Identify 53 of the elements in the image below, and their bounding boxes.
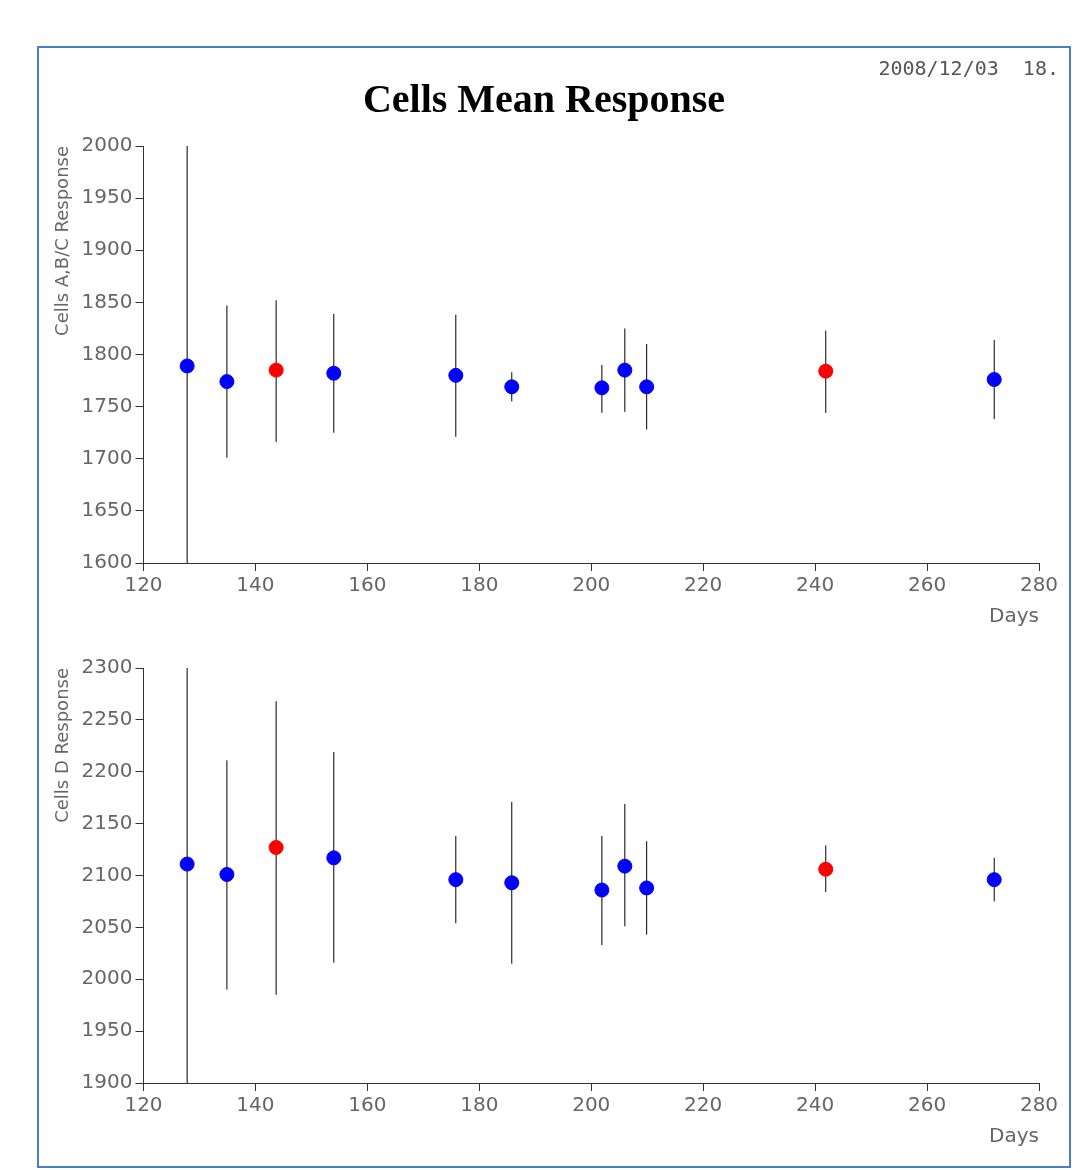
y-tick-label: 1950	[81, 1017, 133, 1042]
point	[219, 866, 235, 882]
point	[594, 882, 610, 898]
point	[818, 861, 834, 877]
y-tick-label: 1800	[81, 340, 133, 365]
y-tick-label: 1900	[81, 1069, 133, 1094]
y-axis-title: Cells D Response	[51, 668, 73, 823]
point	[326, 850, 342, 866]
x-tick-label: 180	[460, 1092, 499, 1117]
x-tick-label: 200	[572, 1092, 611, 1117]
x-tick-label: 200	[572, 572, 611, 597]
y-tick-label: 1750	[81, 392, 133, 417]
y-tick-label: 2000	[81, 132, 133, 157]
point	[448, 872, 464, 888]
point	[268, 839, 284, 855]
x-tick-label: 220	[684, 1092, 723, 1117]
point	[179, 856, 195, 872]
x-tick-label: 140	[236, 1092, 275, 1117]
x-tick-label: 120	[124, 572, 163, 597]
y-tick-label: 1950	[81, 184, 133, 209]
y-tick-label: 1600	[81, 549, 133, 574]
x-tick-label: 220	[684, 572, 723, 597]
y-tick-label: 1650	[81, 497, 133, 522]
point	[639, 880, 655, 896]
y-tick-label: 1700	[81, 444, 133, 469]
x-tick-label: 240	[796, 1092, 835, 1117]
y-tick-label: 2000	[81, 965, 133, 990]
x-axis-title: Days	[989, 603, 1039, 628]
text: 2008/12/03 18.	[878, 56, 1059, 81]
y-tick-label: 2300	[81, 654, 133, 679]
y-tick-label: 2250	[81, 706, 133, 731]
x-tick-label: 180	[460, 572, 499, 597]
y-tick-label: 2100	[81, 861, 133, 886]
y-tick-label: 2200	[81, 757, 133, 782]
y-tick-label: 2150	[81, 809, 133, 834]
y-tick-label: 1850	[81, 288, 133, 313]
x-axis-title: Days	[989, 1123, 1039, 1148]
x-tick-label: 240	[796, 572, 835, 597]
x-tick-label: 280	[1019, 1092, 1059, 1117]
chart-title: Cells Mean Response	[362, 76, 726, 122]
y-tick-label: 2050	[81, 913, 133, 938]
y-tick-label: 1900	[81, 236, 133, 261]
x-tick-label: 260	[907, 1092, 947, 1117]
point	[617, 858, 633, 874]
point	[986, 872, 1002, 888]
x-tick-label: 120	[124, 1092, 163, 1117]
x-tick-label: 260	[907, 572, 947, 597]
point	[504, 875, 520, 891]
x-tick-label: 160	[348, 1092, 387, 1117]
x-tick-label: 140	[236, 572, 275, 597]
x-tick-label: 280	[1019, 572, 1059, 597]
y-axis-title: Cells A,B/C Response	[51, 146, 73, 336]
x-tick-label: 160	[348, 572, 387, 597]
